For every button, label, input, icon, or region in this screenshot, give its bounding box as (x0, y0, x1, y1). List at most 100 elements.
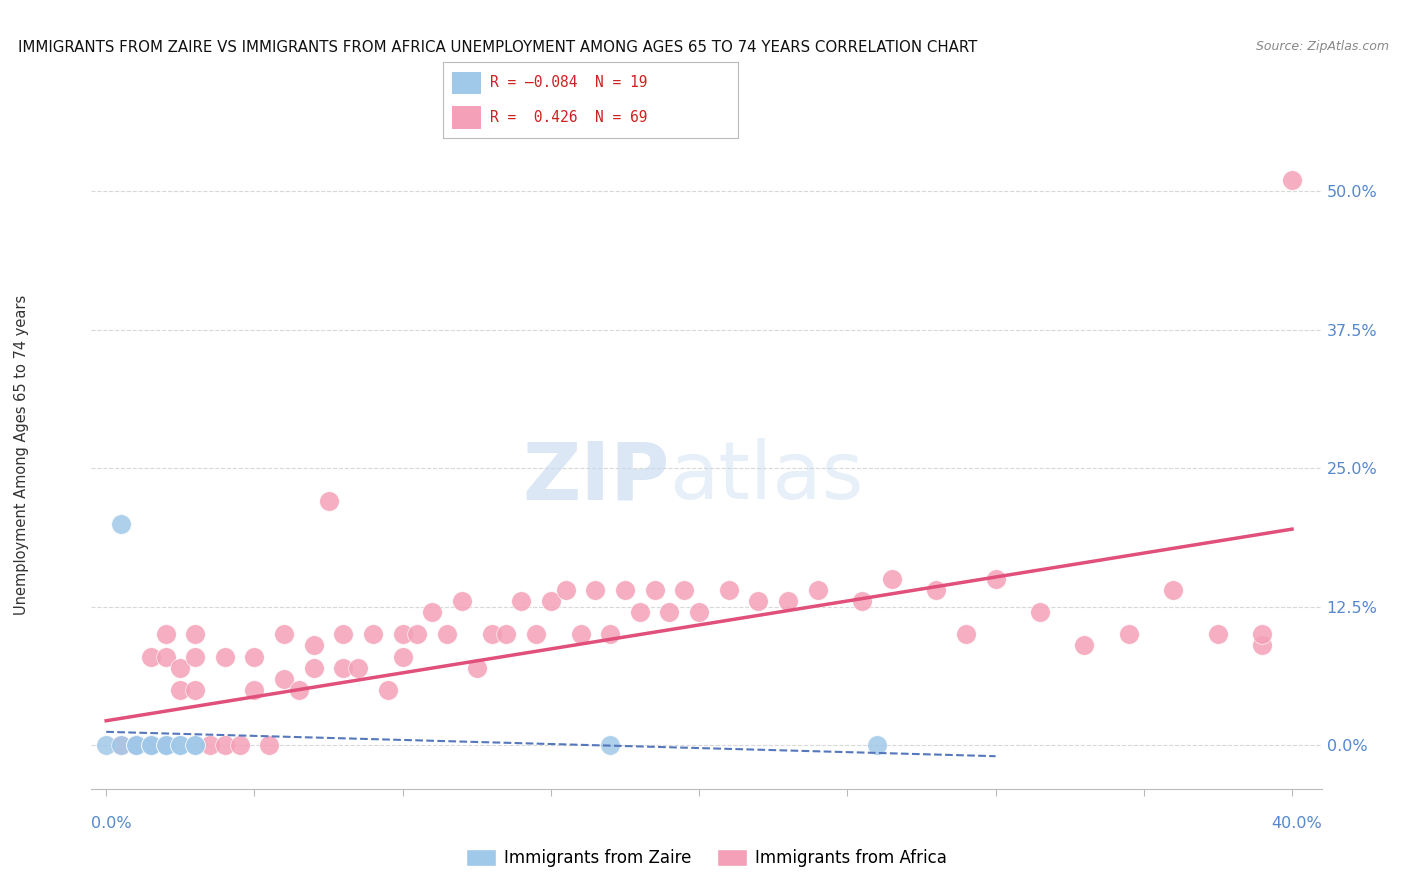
Point (169, 738, 191, 752)
Point (169, 738, 191, 752)
Point (614, 583, 637, 598)
Bar (451, 106, 481, 129)
Point (139, 649, 162, 664)
Point (436, 627, 458, 641)
Point (1029, 605, 1052, 619)
Point (332, 660, 354, 674)
Point (198, 738, 221, 752)
Point (540, 594, 562, 608)
Bar (451, 71, 481, 95)
Point (214, 649, 236, 664)
Point (673, 583, 696, 598)
Point (139, 738, 162, 752)
Point (125, 738, 148, 752)
Point (1073, 639, 1095, 653)
Point (139, 738, 162, 752)
Point (406, 627, 429, 641)
Point (583, 583, 606, 598)
Point (1281, 173, 1303, 187)
Point (288, 682, 311, 697)
Point (332, 627, 354, 641)
Text: R =  0.426  N = 69: R = 0.426 N = 69 (491, 111, 648, 125)
Point (169, 682, 191, 697)
Point (510, 594, 533, 608)
Point (925, 583, 948, 598)
Point (866, 738, 889, 752)
Point (184, 627, 207, 641)
Text: R = –0.084  N = 19: R = –0.084 N = 19 (491, 76, 648, 90)
Text: Source: ZipAtlas.com: Source: ZipAtlas.com (1256, 40, 1389, 54)
Point (155, 649, 177, 664)
Point (1118, 627, 1140, 641)
Point (377, 682, 399, 697)
Point (451, 594, 474, 608)
Point (184, 738, 207, 752)
Point (361, 627, 384, 641)
Text: atlas: atlas (669, 438, 863, 516)
Point (155, 738, 177, 752)
Point (302, 660, 325, 674)
Point (747, 594, 769, 608)
Point (214, 738, 236, 752)
Point (391, 649, 413, 664)
Point (259, 738, 281, 752)
Point (96, 738, 118, 752)
Text: IMMIGRANTS FROM ZAIRE VS IMMIGRANTS FROM AFRICA UNEMPLOYMENT AMONG AGES 65 TO 74: IMMIGRANTS FROM ZAIRE VS IMMIGRANTS FROM… (18, 40, 977, 55)
Point (569, 627, 592, 641)
Point (851, 594, 873, 608)
Point (347, 660, 370, 674)
Point (228, 738, 250, 752)
Point (1163, 583, 1185, 598)
Point (955, 627, 977, 641)
Point (243, 649, 266, 664)
Point (481, 627, 503, 641)
Text: Unemployment Among Ages 65 to 74 years: Unemployment Among Ages 65 to 74 years (14, 294, 28, 615)
Point (554, 583, 576, 598)
Point (465, 660, 488, 674)
Point (420, 605, 443, 619)
Point (125, 738, 148, 752)
Point (125, 738, 148, 752)
Point (717, 583, 740, 598)
Point (169, 660, 191, 674)
Point (155, 738, 177, 752)
Point (125, 738, 148, 752)
Point (155, 738, 177, 752)
Point (495, 627, 517, 641)
Legend: Immigrants from Zaire, Immigrants from Africa: Immigrants from Zaire, Immigrants from A… (460, 843, 953, 874)
Point (1206, 627, 1229, 641)
Point (139, 738, 162, 752)
Point (302, 639, 325, 653)
Point (1251, 639, 1274, 653)
Point (184, 682, 207, 697)
Point (155, 627, 177, 641)
Point (776, 594, 799, 608)
Point (125, 738, 148, 752)
Point (628, 605, 651, 619)
Point (880, 572, 903, 586)
Point (184, 738, 207, 752)
Point (184, 649, 207, 664)
Point (139, 738, 162, 752)
Text: ZIP: ZIP (523, 438, 669, 516)
Point (155, 738, 177, 752)
Point (273, 627, 295, 641)
Point (1251, 627, 1274, 641)
Point (273, 672, 295, 686)
Point (599, 738, 621, 752)
Point (688, 605, 710, 619)
Point (110, 738, 132, 752)
Point (599, 627, 621, 641)
Text: 0.0%: 0.0% (91, 816, 132, 830)
Point (984, 572, 1007, 586)
Point (807, 583, 830, 598)
Point (110, 516, 132, 531)
Point (524, 627, 547, 641)
Point (658, 605, 681, 619)
Point (391, 627, 413, 641)
Text: 40.0%: 40.0% (1271, 816, 1322, 830)
Point (318, 494, 340, 508)
Point (243, 682, 266, 697)
Point (110, 738, 132, 752)
Point (644, 583, 666, 598)
